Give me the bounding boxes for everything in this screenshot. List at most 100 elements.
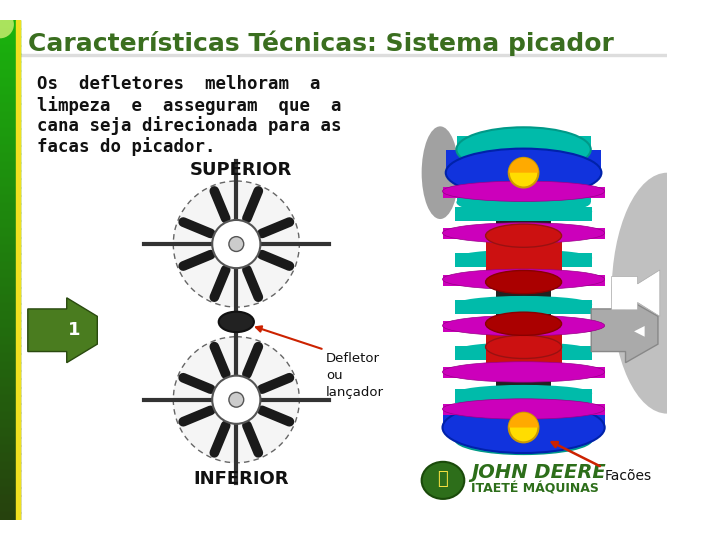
Bar (0, 228, 20, 238)
Text: Facões: Facões (604, 469, 652, 483)
Bar (0, 445, 20, 455)
Text: INFERIOR: INFERIOR (193, 469, 289, 488)
Ellipse shape (422, 126, 459, 219)
Bar (0, 253, 20, 262)
Ellipse shape (0, 10, 14, 38)
Ellipse shape (456, 190, 591, 214)
Bar (443, 367, 605, 379)
Bar (20, 54, 667, 56)
Ellipse shape (455, 425, 592, 455)
Bar (0, 462, 20, 471)
Bar (0, 78, 20, 87)
Bar (0, 503, 20, 513)
Bar (0, 178, 20, 187)
Bar (443, 404, 605, 415)
Bar (0, 403, 20, 413)
Bar (446, 150, 601, 177)
Ellipse shape (443, 269, 605, 289)
Ellipse shape (422, 462, 464, 499)
Bar (0, 128, 20, 138)
Ellipse shape (456, 127, 591, 172)
Bar (0, 37, 20, 46)
Bar (0, 20, 20, 29)
Bar (0, 270, 20, 279)
Ellipse shape (485, 271, 562, 294)
Circle shape (509, 413, 539, 442)
Bar (0, 112, 20, 121)
Ellipse shape (443, 399, 605, 419)
Circle shape (212, 376, 261, 424)
Ellipse shape (455, 203, 592, 220)
Bar (0, 312, 20, 321)
Circle shape (229, 393, 244, 407)
Bar (0, 45, 20, 54)
Bar (0, 245, 20, 254)
Circle shape (212, 220, 261, 268)
Text: JOHN DEERE: JOHN DEERE (471, 463, 606, 482)
Ellipse shape (219, 312, 254, 332)
Bar (0, 103, 20, 112)
Bar (0, 70, 20, 79)
Ellipse shape (443, 181, 605, 201)
Bar (0, 387, 20, 396)
Bar (455, 389, 592, 402)
Bar (0, 187, 20, 196)
Bar (457, 136, 591, 164)
Ellipse shape (455, 342, 592, 359)
Text: limpeza  e  asseguram  que  a: limpeza e asseguram que a (37, 96, 341, 115)
Bar (0, 362, 20, 371)
Bar (0, 512, 20, 521)
Circle shape (509, 158, 539, 187)
Circle shape (174, 337, 300, 463)
Text: facas do picador.: facas do picador. (37, 137, 215, 156)
Polygon shape (591, 298, 658, 363)
Polygon shape (611, 270, 660, 316)
Ellipse shape (485, 224, 562, 247)
Text: SUPERIOR: SUPERIOR (190, 161, 292, 179)
Bar (0, 28, 20, 37)
Bar (0, 487, 20, 496)
Bar (0, 495, 20, 504)
Bar (0, 395, 20, 404)
Bar (443, 187, 605, 198)
Bar (0, 470, 20, 480)
Bar (0, 345, 20, 354)
Ellipse shape (446, 148, 601, 197)
Bar (455, 207, 592, 221)
Bar (485, 324, 562, 370)
Bar (0, 478, 20, 488)
Ellipse shape (455, 296, 592, 313)
Text: 🦌: 🦌 (438, 470, 449, 489)
Bar (457, 174, 591, 202)
Bar (0, 195, 20, 204)
Bar (443, 228, 605, 239)
Ellipse shape (443, 315, 605, 336)
Bar (0, 145, 20, 154)
Ellipse shape (611, 173, 720, 414)
Ellipse shape (455, 385, 592, 402)
Ellipse shape (443, 222, 605, 243)
Bar (496, 200, 552, 386)
Text: Os  defletores  melhoram  a: Os defletores melhoram a (37, 76, 320, 93)
Bar (455, 300, 592, 314)
Wedge shape (509, 413, 539, 428)
Bar (20, 20, 667, 55)
Bar (0, 237, 20, 246)
Bar (0, 212, 20, 221)
Bar (0, 137, 20, 146)
Polygon shape (28, 298, 97, 363)
Circle shape (229, 237, 244, 252)
Text: ITAETÉ MÁQUINAS: ITAETÉ MÁQUINAS (471, 482, 598, 495)
Bar (0, 437, 20, 446)
Bar (0, 153, 20, 163)
Ellipse shape (443, 402, 605, 453)
Bar (0, 287, 20, 296)
Text: 1: 1 (68, 321, 81, 339)
Bar (0, 53, 20, 63)
Bar (0, 278, 20, 288)
Wedge shape (509, 158, 539, 173)
Bar (0, 120, 20, 129)
Bar (0, 95, 20, 104)
Bar (0, 220, 20, 229)
Bar (0, 379, 20, 388)
